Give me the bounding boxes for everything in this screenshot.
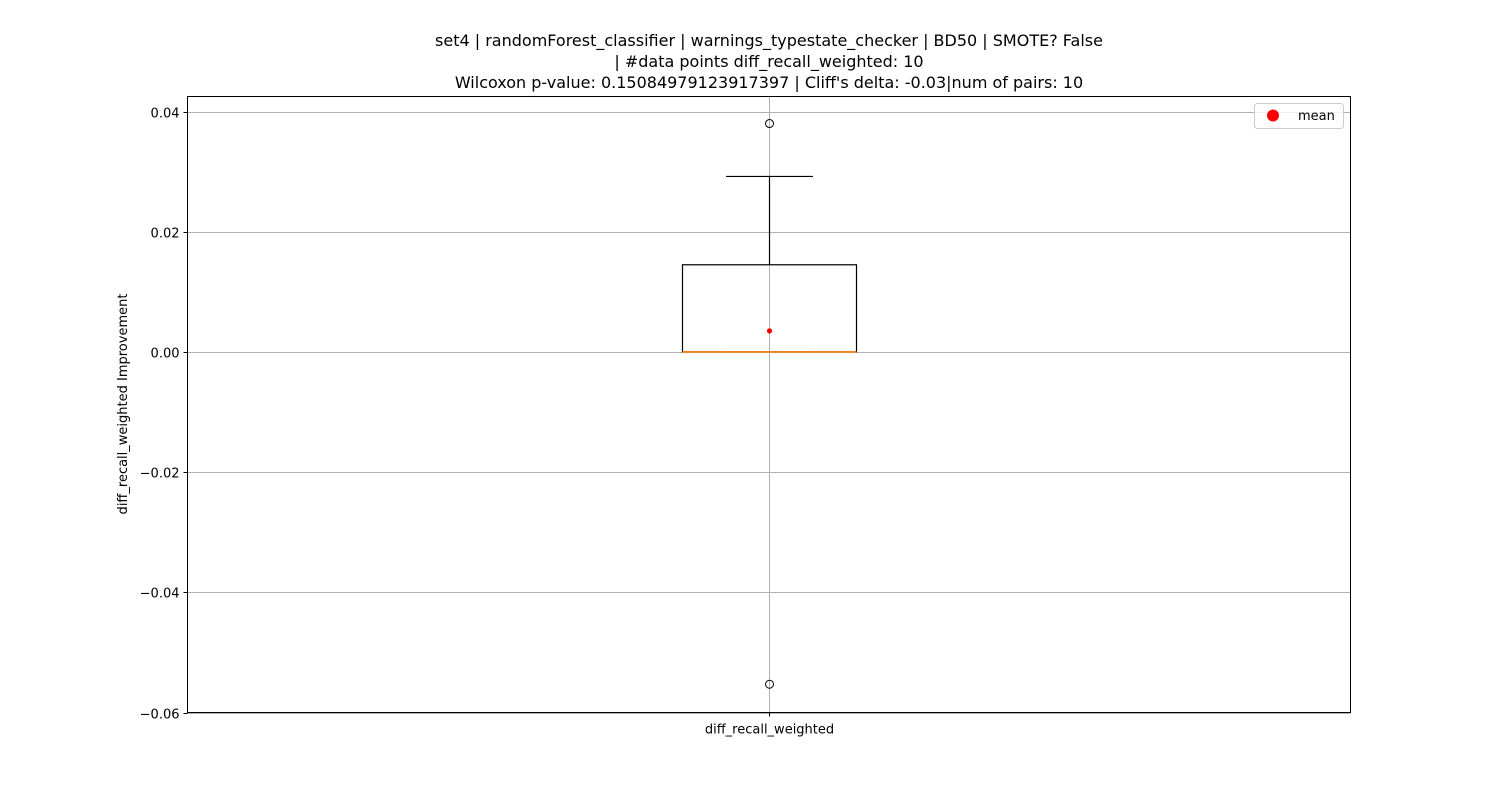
title-line-1: set4 | randomForest_classifier | warning… [435, 31, 1103, 51]
box-layer [681, 119, 858, 689]
title-line-2: | #data points diff_recall_weighted: 10 [614, 52, 923, 72]
y-tick-label: −0.06 [140, 708, 180, 723]
y-tick-label: 0.00 [151, 347, 180, 362]
legend-frame [1254, 103, 1344, 129]
chart-title: set4 | randomForest_classifier | warning… [435, 31, 1103, 92]
y-tick-label: −0.02 [140, 467, 180, 482]
y-axis-label: diff_recall_weighted Improvement [116, 294, 131, 515]
outlier-point [765, 679, 774, 689]
legend-mean-marker [1267, 109, 1279, 122]
outlier-point [765, 119, 774, 129]
title-line-3: Wilcoxon p-value: 0.15084979123917397 | … [455, 73, 1083, 92]
y-axis-ticks: −0.06 −0.04 −0.02 0.00 0.02 0.04 [140, 107, 188, 723]
x-tick-label: diff_recall_weighted [705, 723, 834, 738]
y-tick-label: −0.04 [140, 587, 180, 602]
mean-marker [766, 328, 773, 334]
legend: mean [1254, 103, 1344, 129]
x-axis-ticks: diff_recall_weighted [705, 712, 834, 738]
y-tick-label: 0.04 [151, 107, 180, 122]
y-tick-label: 0.02 [151, 227, 180, 242]
legend-mean-label: mean [1298, 109, 1335, 124]
